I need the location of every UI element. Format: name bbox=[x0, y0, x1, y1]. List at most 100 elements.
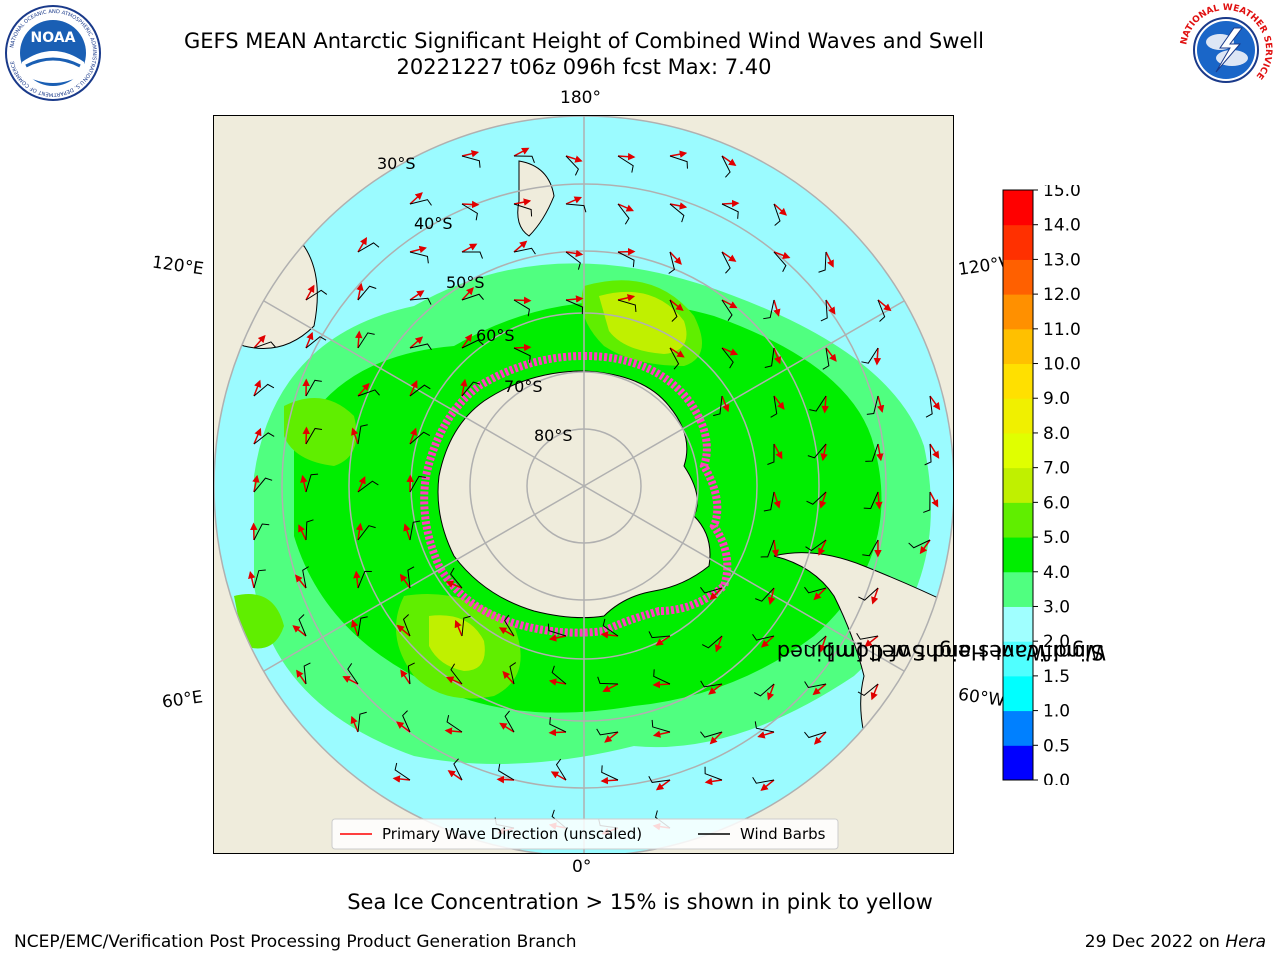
colorbar-swatch bbox=[1003, 537, 1033, 573]
wave-direction-arrow bbox=[409, 336, 424, 349]
wind-barb bbox=[700, 680, 723, 688]
wind-barb bbox=[597, 676, 619, 685]
wave-direction-arrow bbox=[498, 627, 515, 637]
wave-direction-arrow bbox=[396, 624, 411, 637]
wind-barb bbox=[409, 384, 431, 397]
colorbar-swatch bbox=[1003, 432, 1033, 469]
legend-wave-label: Primary Wave Direction (unscaled) bbox=[382, 825, 642, 843]
wind-barb bbox=[669, 155, 688, 169]
wind-barb bbox=[820, 299, 828, 322]
colorbar-tick-label: 11.0 bbox=[1043, 320, 1081, 340]
wind-barb bbox=[461, 251, 483, 259]
wind-barb bbox=[357, 616, 368, 637]
wind-barb bbox=[453, 758, 463, 781]
wave-direction-arrow bbox=[460, 378, 468, 397]
wave-direction-arrow bbox=[669, 251, 682, 265]
colorbar-tick-label: 2.0 bbox=[1043, 632, 1070, 652]
colorbar-swatch bbox=[1003, 571, 1033, 607]
wind-barb bbox=[858, 587, 879, 601]
wind-barb bbox=[409, 343, 432, 351]
wave-direction-arrow bbox=[565, 249, 584, 258]
colorbar-tick-label: 1.0 bbox=[1043, 702, 1070, 722]
wave-direction-arrow bbox=[513, 198, 532, 206]
wave-direction-arrow bbox=[300, 474, 308, 493]
lat-label-50s: 50°S bbox=[446, 273, 485, 292]
colorbar-swatch bbox=[1003, 328, 1033, 365]
wind-barb bbox=[924, 443, 932, 466]
wind-barb bbox=[253, 569, 266, 589]
wave-direction-arrow bbox=[929, 491, 939, 508]
sea-ice-note: Sea Ice Concentration > 15% is shown in … bbox=[347, 890, 933, 914]
wind-barb bbox=[498, 763, 515, 781]
wind-barb bbox=[700, 731, 723, 738]
wave-direction-arrow bbox=[600, 631, 619, 639]
wave-direction-arrow bbox=[447, 770, 463, 781]
credit-text: NCEP/EMC/Verification Post Processing Pr… bbox=[14, 932, 577, 952]
wave-direction-arrow bbox=[652, 680, 671, 689]
wind-barb bbox=[807, 443, 827, 459]
wave-direction-arrow bbox=[819, 635, 827, 653]
wind-barb bbox=[513, 347, 531, 363]
wave-direction-arrow bbox=[409, 427, 418, 445]
wave-direction-arrow bbox=[773, 491, 781, 509]
map-legend: Primary Wave Direction (unscaled) Wind B… bbox=[331, 818, 839, 850]
wind-barb bbox=[861, 347, 879, 364]
wave-direction-arrow bbox=[877, 299, 892, 312]
wave-direction-arrow bbox=[870, 683, 879, 701]
lat-label-70s: 70°S bbox=[504, 377, 543, 396]
generated-date: 29 Dec 2022 on Hera bbox=[1084, 932, 1266, 952]
wave-direction-arrow bbox=[617, 203, 635, 212]
wind-barb bbox=[504, 614, 515, 637]
wind-barb bbox=[513, 203, 533, 217]
wind-barb bbox=[701, 635, 723, 649]
wave-direction-arrow bbox=[355, 522, 364, 541]
colorbar-swatch bbox=[1003, 294, 1033, 330]
wind-barb bbox=[617, 299, 637, 312]
wave-direction-arrow bbox=[396, 721, 411, 733]
wind-barb bbox=[551, 665, 567, 685]
wind-barb bbox=[547, 623, 567, 637]
wind-barb bbox=[648, 776, 671, 783]
wave-direction-arrow bbox=[445, 676, 463, 685]
wave-direction-arrow bbox=[617, 152, 636, 161]
wave-direction-arrow bbox=[461, 287, 474, 301]
colorbar-swatch bbox=[1003, 363, 1033, 399]
wind-barb bbox=[504, 710, 515, 733]
colorbar-swatch bbox=[1003, 467, 1033, 503]
wind-barb bbox=[866, 395, 879, 415]
wind-barb bbox=[804, 731, 827, 739]
wind-barb bbox=[407, 566, 415, 589]
chart-title: GEFS MEAN Antarctic Significant Height o… bbox=[183, 29, 985, 53]
lon-label-60w: 60°W bbox=[956, 684, 1007, 712]
colorbar-tick-label: 10.0 bbox=[1043, 355, 1081, 375]
wind-barb bbox=[770, 395, 778, 418]
wind-barb bbox=[303, 662, 311, 685]
colorbar: 0.0 0.5 1.0 1.5 2.0 3.0 4.0 5.0 6.0 7.0 8.0 9.0 10.0… bbox=[1002, 185, 1081, 785]
wave-direction-arrow bbox=[409, 380, 418, 397]
wind-barb bbox=[668, 251, 675, 274]
wind-barb bbox=[653, 669, 671, 685]
legend-barb-label: Wind Barbs bbox=[740, 825, 826, 843]
wave-direction-arrow bbox=[355, 330, 363, 349]
wind-barb bbox=[754, 721, 775, 733]
wind-barb bbox=[461, 293, 484, 301]
wave-direction-arrow bbox=[409, 290, 425, 301]
wave-direction-arrow bbox=[461, 150, 480, 158]
wave-direction-arrow bbox=[655, 779, 671, 791]
lat-label-80s: 80°S bbox=[534, 426, 573, 445]
wave-direction-arrow bbox=[409, 245, 427, 254]
wind-barb bbox=[302, 566, 309, 589]
wave-direction-arrow bbox=[864, 635, 879, 648]
wind-barb bbox=[752, 776, 775, 784]
wind-barb bbox=[402, 710, 411, 733]
wave-direction-arrow bbox=[454, 619, 463, 637]
colorbar-swatch bbox=[1003, 745, 1033, 781]
wave-direction-arrow bbox=[602, 683, 619, 692]
colorbar-tick-label: 7.0 bbox=[1043, 459, 1070, 479]
wave-direction-arrow bbox=[820, 443, 828, 462]
wind-barb bbox=[773, 251, 787, 272]
wave-direction-arrow bbox=[565, 295, 584, 303]
wave-direction-arrow bbox=[296, 669, 307, 685]
wind-barb bbox=[409, 297, 432, 305]
colorbar-tick-label: 15.0 bbox=[1043, 185, 1081, 201]
